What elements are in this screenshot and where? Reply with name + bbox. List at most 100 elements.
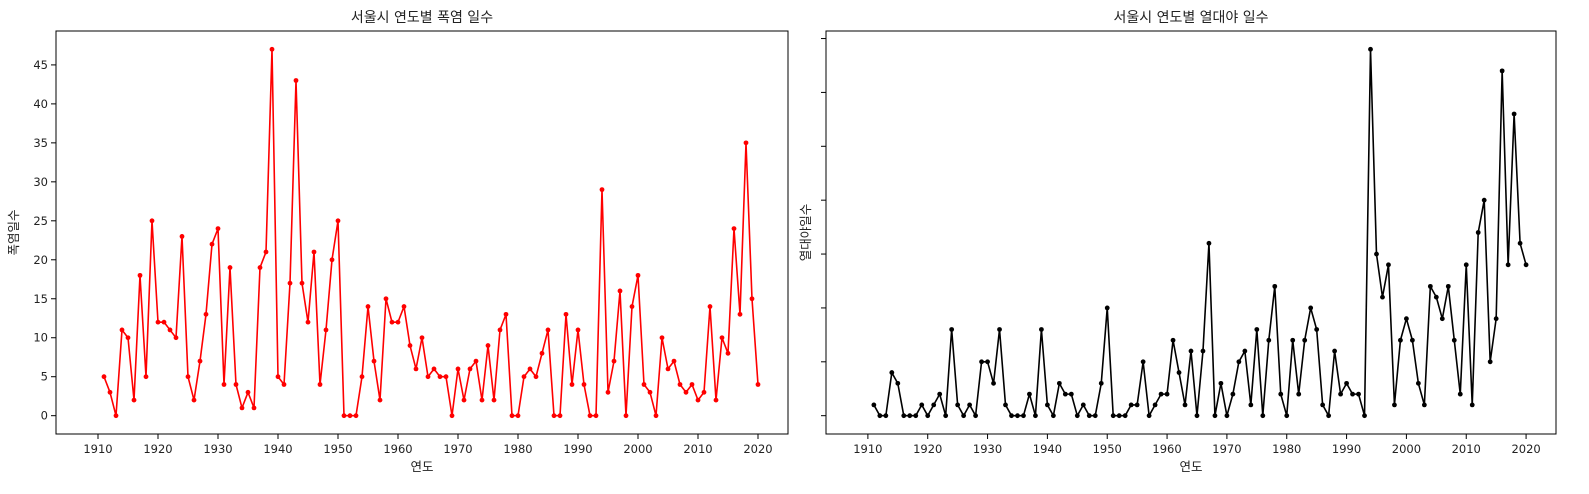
- data-point: [749, 296, 755, 302]
- data-point: [611, 358, 617, 364]
- data-point: [1074, 413, 1080, 419]
- data-point: [287, 280, 293, 286]
- y-tick-label: 30: [33, 175, 48, 189]
- data-point: [979, 359, 984, 365]
- y-axis-label: 폭염일수: [6, 209, 21, 255]
- x-tick-label: 1960: [1152, 442, 1181, 456]
- data-point: [889, 370, 895, 375]
- data-point: [377, 397, 383, 403]
- data-point: [587, 413, 593, 419]
- y-tick-label: 15: [33, 292, 48, 306]
- data-point: [485, 343, 491, 348]
- data-point: [1206, 240, 1212, 246]
- data-point: [1314, 327, 1320, 332]
- data-point: [305, 319, 311, 325]
- data-point: [1015, 413, 1020, 419]
- data-point: [257, 265, 263, 270]
- data-point: [1194, 413, 1200, 419]
- x-tick-label: 1930: [203, 442, 232, 456]
- data-point: [1475, 230, 1481, 235]
- data-point: [491, 397, 497, 403]
- data-point: [1469, 402, 1475, 408]
- data-point: [191, 397, 197, 403]
- y-tick-label: 35: [33, 136, 48, 150]
- data-point: [473, 358, 479, 364]
- data-point: [1380, 294, 1385, 300]
- data-point: [149, 218, 155, 224]
- data-point: [431, 366, 437, 372]
- plot-frame: [55, 30, 789, 435]
- data-point: [1296, 391, 1302, 397]
- data-point: [1236, 359, 1242, 365]
- data-point: [521, 374, 527, 380]
- data-point: [961, 413, 967, 419]
- data-point: [1134, 402, 1140, 408]
- data-point: [269, 46, 275, 52]
- data-point: [401, 304, 407, 309]
- panel-heatwave-days: 1910 1920 1930 1940 1950 1960 1970 1980 1990 2000…: [6, 10, 789, 474]
- y-axis-label: 열대야일수: [798, 204, 813, 262]
- data-point: [131, 397, 137, 403]
- data-point: [1218, 380, 1224, 386]
- data-point: [1110, 413, 1116, 419]
- plot-frame: [825, 30, 1557, 435]
- data-point: [985, 359, 990, 365]
- data-point: [449, 413, 455, 419]
- data-point: [539, 350, 545, 356]
- data-point: [137, 272, 143, 278]
- data-point: [581, 382, 587, 387]
- data-point: [173, 335, 179, 341]
- data-point: [1200, 348, 1206, 354]
- x-tick-label: 2010: [683, 442, 712, 456]
- series-line: [873, 48, 1527, 417]
- data-point: [1170, 337, 1176, 343]
- data-point: [1409, 337, 1415, 343]
- data-point: [997, 327, 1002, 332]
- data-point: [1212, 413, 1218, 419]
- data-point: [203, 311, 209, 317]
- data-point: [413, 366, 419, 372]
- data-point: [955, 402, 961, 408]
- data-point: [1122, 413, 1128, 419]
- data-point: [563, 311, 569, 317]
- data-point: [215, 226, 221, 232]
- data-point: [425, 374, 431, 380]
- y-tick-label: 40: [33, 97, 48, 111]
- data-point: [1068, 391, 1074, 397]
- data-point: [689, 382, 695, 387]
- data-point: [551, 413, 557, 419]
- data-point: [1242, 348, 1248, 354]
- data-point: [1188, 348, 1194, 354]
- data-point: [973, 413, 978, 419]
- data-point: [335, 218, 341, 224]
- x-tick-label: 1920: [913, 442, 942, 456]
- data-point: [1278, 391, 1284, 397]
- x-tick-label: 1980: [1272, 442, 1301, 456]
- x-tick-label: 1930: [973, 442, 1002, 456]
- data-point: [919, 402, 925, 408]
- data-point: [701, 389, 707, 395]
- data-point: [353, 413, 359, 419]
- data-point: [1493, 316, 1499, 322]
- data-point: [991, 380, 996, 386]
- data-point: [1092, 413, 1098, 419]
- data-point: [317, 382, 323, 387]
- data-point: [1158, 391, 1164, 397]
- data-point: [1344, 380, 1349, 386]
- x-tick-label: 1910: [853, 442, 882, 456]
- data-point: [1433, 294, 1439, 300]
- data-point: [1039, 327, 1044, 332]
- data-point: [1374, 251, 1379, 257]
- x-axis-label: 연도: [1179, 459, 1202, 474]
- data-point: [341, 413, 347, 419]
- data-point: [479, 397, 485, 403]
- data-point: [1404, 316, 1409, 322]
- data-point: [155, 319, 161, 325]
- data-point: [871, 402, 877, 408]
- data-point: [1284, 413, 1290, 419]
- data-point: [557, 413, 563, 419]
- data-point: [263, 249, 269, 255]
- data-point: [719, 335, 725, 341]
- panel-tropical-nights: 1910 1920 1930 1940 1950 1960 1970 1980 1990 2000…: [798, 10, 1557, 474]
